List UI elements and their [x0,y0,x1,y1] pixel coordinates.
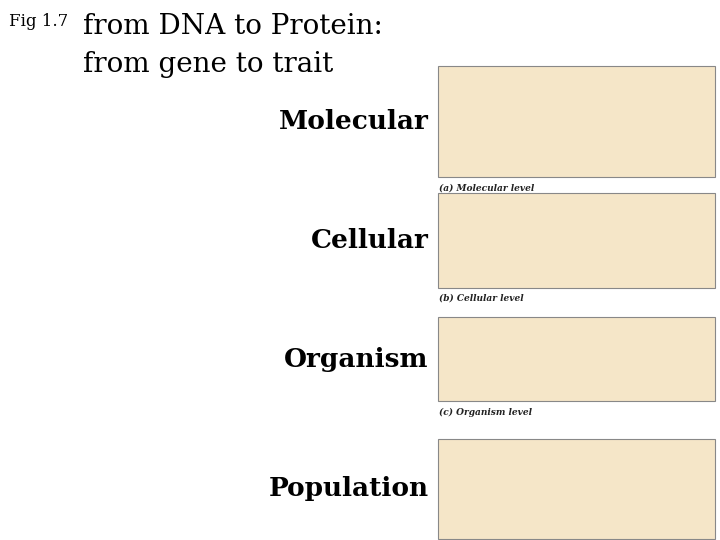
Text: Molecular: Molecular [279,109,428,134]
Text: (a) Molecular level: (a) Molecular level [439,184,534,192]
FancyBboxPatch shape [438,438,715,539]
Text: (b) Cellular level: (b) Cellular level [439,294,524,303]
Text: Cellular: Cellular [310,228,428,253]
FancyBboxPatch shape [438,193,715,287]
Text: from gene to trait: from gene to trait [83,51,333,78]
Text: (c) Organism level: (c) Organism level [439,407,532,416]
FancyBboxPatch shape [438,66,715,177]
Text: Organism: Organism [284,347,428,372]
Text: Population: Population [269,476,428,501]
Text: from DNA to Protein:: from DNA to Protein: [83,14,382,40]
FancyBboxPatch shape [438,317,715,401]
Text: Fig 1.7: Fig 1.7 [9,14,68,30]
